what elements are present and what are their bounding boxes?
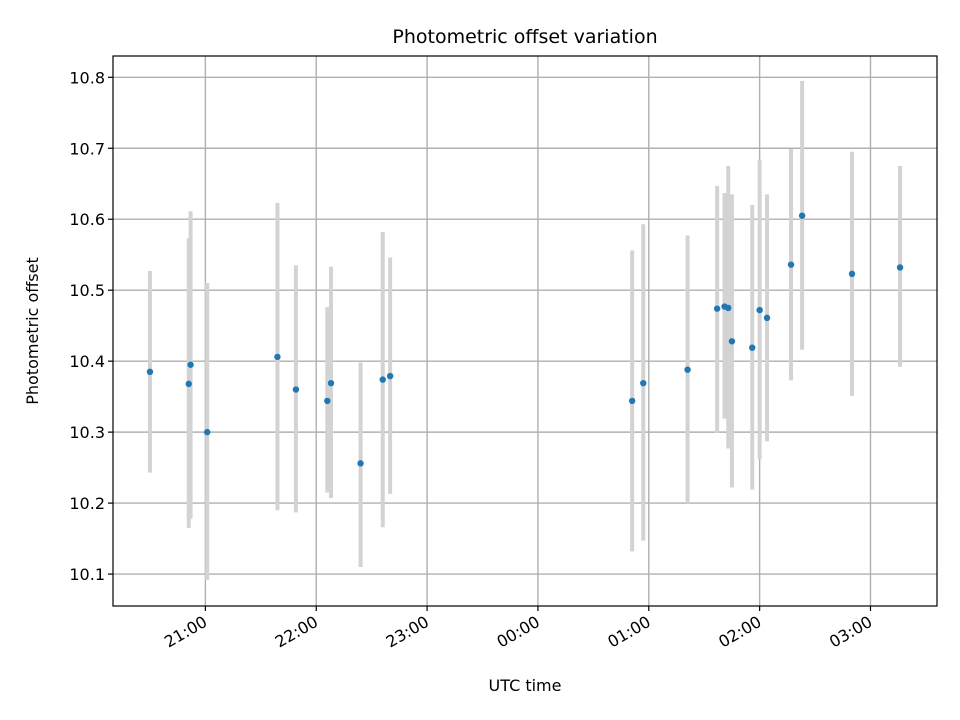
y-tick-label: 10.8 — [69, 68, 105, 87]
y-tick-label: 10.5 — [69, 281, 105, 300]
data-point — [187, 361, 194, 368]
y-tick-label: 10.7 — [69, 139, 105, 158]
data-point — [640, 379, 647, 387]
data-point — [204, 428, 211, 436]
plot-frame — [112, 55, 938, 607]
y-tick-label: 10.2 — [69, 494, 105, 513]
data-point — [725, 304, 732, 312]
data-point — [327, 379, 335, 387]
y-axis-title: Photometric offset — [23, 257, 42, 405]
data-point — [146, 368, 154, 376]
data-point — [386, 372, 394, 380]
y-tick-label: 10.4 — [69, 352, 105, 371]
data-point — [684, 366, 691, 373]
chart-title: Photometric offset variation — [392, 26, 657, 48]
data-points — [146, 212, 904, 467]
y-axis: 10.1 10.2 10.3 10.4 10.5 10.6 10.7 10.8 — [69, 68, 113, 584]
y-tick-label: 10.6 — [69, 210, 105, 229]
data-point — [787, 261, 795, 268]
data-point — [763, 314, 771, 322]
data-point — [756, 306, 763, 314]
data-point — [749, 344, 756, 351]
data-point — [628, 397, 636, 405]
data-point — [292, 386, 300, 393]
data-point — [728, 338, 736, 345]
data-point — [848, 270, 856, 278]
data-point — [185, 380, 192, 388]
y-tick-label: 10.1 — [69, 565, 105, 584]
data-point — [713, 305, 721, 312]
y-tick-label: 10.3 — [69, 423, 105, 442]
data-point — [274, 353, 281, 361]
data-point — [379, 376, 386, 383]
data-point — [896, 264, 904, 271]
data-point — [357, 460, 364, 467]
data-point — [324, 397, 331, 405]
data-point — [798, 212, 806, 219]
x-axis-title: UTC time — [489, 676, 562, 695]
